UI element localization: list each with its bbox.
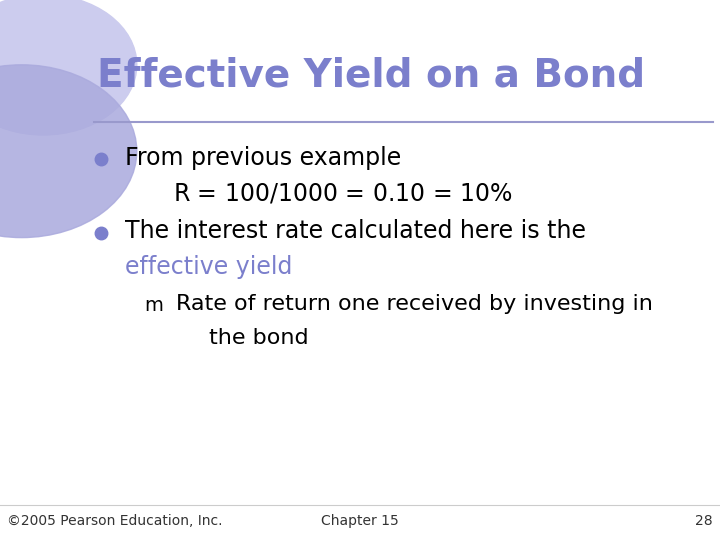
Circle shape xyxy=(0,0,137,135)
Circle shape xyxy=(0,65,137,238)
Text: effective yield: effective yield xyxy=(125,255,292,279)
Text: Chapter 15: Chapter 15 xyxy=(321,514,399,528)
Text: The interest rate calculated here is the: The interest rate calculated here is the xyxy=(125,219,585,243)
Text: the bond: the bond xyxy=(209,327,308,348)
Text: R = $100/$1000 = 0.10 = 10%: R = $100/$1000 = 0.10 = 10% xyxy=(173,181,513,205)
Text: Effective Yield on a Bond: Effective Yield on a Bond xyxy=(97,57,645,94)
Text: m: m xyxy=(144,295,163,315)
Text: Rate of return one received by investing in: Rate of return one received by investing… xyxy=(176,294,653,314)
Text: ©2005 Pearson Education, Inc.: ©2005 Pearson Education, Inc. xyxy=(7,514,222,528)
Text: 28: 28 xyxy=(696,514,713,528)
Text: From previous example: From previous example xyxy=(125,146,401,170)
